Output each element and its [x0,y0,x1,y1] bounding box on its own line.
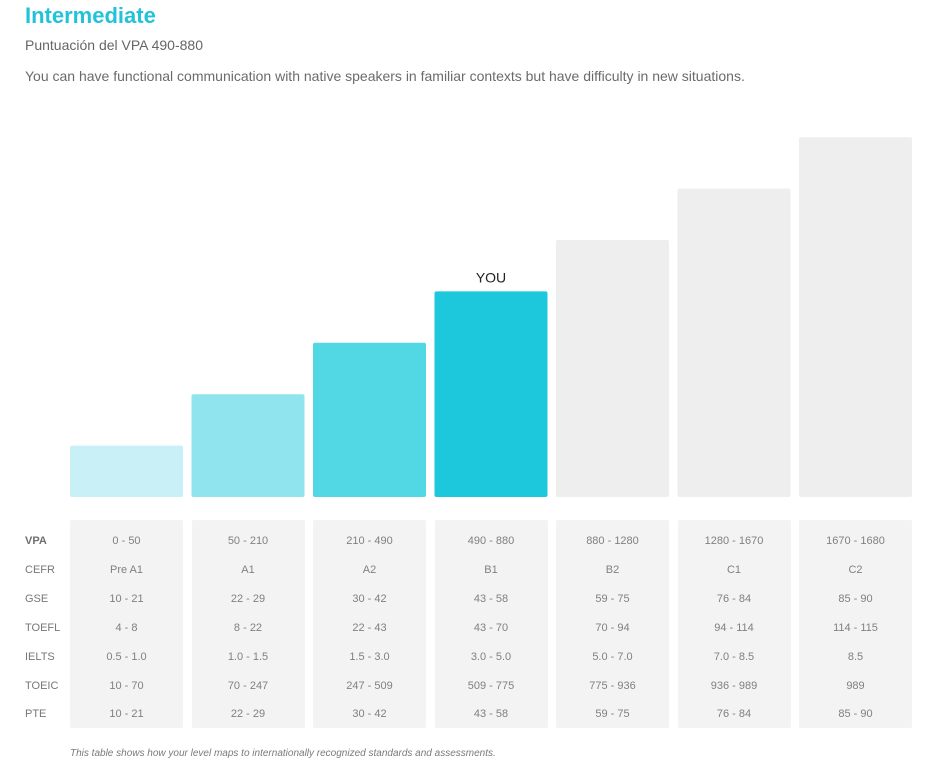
cell-ielts: 8.5 [847,650,864,663]
score-range-subtitle: Puntuación del VPA 490-880 [25,37,203,53]
table-footnote: This table shows how your level maps to … [70,748,496,759]
cell-ielts: 7.0 - 8.5 [713,650,755,663]
bar-b1 [434,291,548,497]
level-column-c2: 1670 - 1680 C2 85 - 90 114 - 115 8.5 989 85 - … [799,520,912,728]
cell-toeic: 775 - 936 [589,679,636,692]
cell-ielts: 0.5 - 1.0 [106,650,147,663]
cell-pte: 76 - 84 [716,708,752,721]
cell-gse: 43 - 58 [473,592,509,605]
level-column-pre-a1: 0 - 50 Pre A1 10 - 21 4 - 8 0.5 - 1.0 10 - 70… [70,520,183,728]
cell-toefl: 43 - 70 [473,621,509,634]
row-label-gse: GSE [25,592,49,605]
bar-pre-a1 [70,445,183,497]
cell-pte: 43 - 58 [473,708,509,721]
cell-pte: 30 - 42 [352,708,387,721]
cell-vpa: 50 - 210 [227,535,269,547]
cell-toeic: 509 - 775 [467,679,515,692]
bar-a1 [191,394,305,497]
cell-cefr: B2 [605,563,620,576]
row-label-ielts: IELTS [25,650,55,663]
cell-ielts: 5.0 - 7.0 [592,650,633,663]
cell-vpa: 1280 - 1670 [704,535,764,547]
cell-cefr: A1 [241,563,255,576]
cell-toefl: 4 - 8 [115,621,138,634]
level-title: Intermediate [25,3,156,28]
cell-toeic: 70 - 247 [227,679,269,692]
level-bar-chart: YOU [70,137,912,497]
cell-gse: 22 - 29 [230,592,266,605]
cell-gse: 76 - 84 [716,592,752,605]
row-label-toeic: TOEIC [25,679,59,692]
cell-toeic: 247 - 509 [346,679,393,692]
cell-ielts: 3.0 - 5.0 [470,650,512,663]
cell-toefl: 22 - 43 [352,621,387,634]
cell-cefr: C2 [848,563,863,576]
cell-gse: 10 - 21 [109,592,144,605]
cell-toeic: 936 - 989 [710,679,758,692]
cell-pte: 22 - 29 [230,708,266,721]
cell-cefr: C1 [726,563,742,576]
cell-vpa: 490 - 880 [467,535,515,547]
level-column-b1: 490 - 880 B1 43 - 58 43 - 70 3.0 - 5.0 509 - … [434,520,548,728]
cell-pte: 59 - 75 [595,708,630,721]
cell-pte: 85 - 90 [838,708,873,721]
cell-toefl: 114 - 115 [833,621,878,634]
cell-ielts: 1.0 - 1.5 [227,650,269,663]
level-column-c1: 1280 - 1670 C1 76 - 84 94 - 114 7.0 - 8.5 936… [677,520,791,728]
you-marker-label: YOU [476,269,506,285]
level-description: You can have functional communication wi… [25,68,745,84]
cell-gse: 85 - 90 [838,592,873,605]
cell-ielts: 1.5 - 3.0 [349,650,390,663]
cell-gse: 30 - 42 [352,592,387,605]
level-column-b2: 880 - 1280 B2 59 - 75 70 - 94 5.0 - 7.0 775 -… [556,520,669,728]
cell-vpa: 210 - 490 [346,535,393,547]
cell-cefr: Pre A1 [109,563,144,576]
level-column-a2: 210 - 490 A2 30 - 42 22 - 43 1.5 - 3.0 247 - … [313,520,426,728]
cell-vpa: 0 - 50 [112,535,141,547]
row-label-toefl: TOEFL [25,621,61,634]
cell-pte: 10 - 21 [109,708,144,721]
cell-toefl: 8 - 22 [233,621,263,634]
cell-cefr: B1 [484,563,498,576]
cell-cefr: A2 [362,563,377,576]
bar-a2 [313,342,426,497]
level-column-a1: 50 - 210 A1 22 - 29 8 - 22 1.0 - 1.5 70 - 247… [191,520,305,728]
row-label-cefr: CEFR [25,563,55,576]
cell-vpa: 1670 - 1680 [826,535,885,547]
cell-toeic: 10 - 70 [109,679,144,692]
cell-gse: 59 - 75 [595,592,630,605]
bar-c1 [677,188,791,497]
cell-vpa: 880 - 1280 [586,535,639,547]
cell-toeic: 989 [846,679,865,692]
cell-toefl: 94 - 114 [714,621,754,634]
bar-b2 [556,240,669,497]
bar-c2 [799,137,912,497]
row-label-pte: PTE [25,708,47,721]
row-label-vpa: VPA [25,535,47,547]
cell-toefl: 70 - 94 [595,621,630,634]
